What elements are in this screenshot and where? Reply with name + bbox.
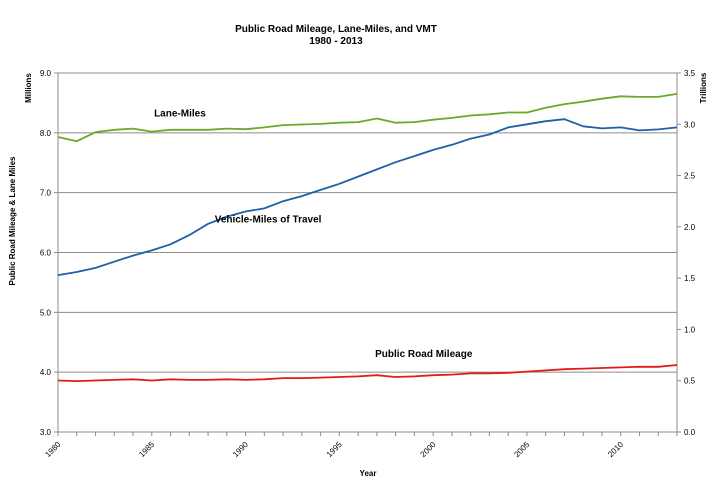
y-right-tick-label: 2.0 — [684, 223, 696, 232]
x-tick-label: 1990 — [231, 440, 250, 459]
series-lines — [57, 93, 678, 383]
x-tick-label: 1995 — [325, 440, 344, 459]
x-tick-label: 1985 — [137, 440, 156, 459]
y-right-tick-label: 0.0 — [684, 428, 696, 437]
y-right-tick-label: 2.5 — [684, 172, 696, 181]
x-tick-label: 1980 — [43, 440, 62, 459]
gridlines — [58, 132, 677, 373]
annotation-label: Vehicle-Miles of Travel — [215, 215, 322, 226]
chart-subtitle: 1980 - 2013 — [309, 36, 363, 47]
y-right-tick-label: 3.0 — [684, 120, 696, 129]
y-right-tick-label: 0.5 — [684, 377, 696, 386]
x-tick-label: 2010 — [606, 440, 625, 459]
annotation-label: Public Road Mileage — [375, 349, 473, 360]
chart-title: Public Road Mileage, Lane-Miles, and VMT — [235, 24, 437, 35]
y-right-tick-label: 1.5 — [684, 274, 696, 283]
y-left-tick-label: 7.0 — [40, 189, 52, 198]
annotation-label: Lane-Miles — [154, 109, 206, 120]
y-left-unit-label: Millions — [24, 73, 33, 103]
y-right-tick-label: 3.5 — [684, 69, 696, 78]
y-left-axis-label: Public Road Mileage & Lane Miles — [8, 156, 17, 285]
series-line-public-road-mileage — [57, 364, 678, 383]
y-left-tick-label: 8.0 — [40, 129, 52, 138]
y-left-tick-label: 5.0 — [40, 308, 52, 317]
y-right-tick-label: 1.0 — [684, 325, 696, 334]
series-line-vehicle-miles-of-travel — [57, 118, 678, 276]
x-tick-label: 2000 — [419, 440, 438, 459]
y-left-tick-label: 3.0 — [40, 428, 52, 437]
annotations: Lane-Miles Vehicle-Miles of Travel Public … — [154, 109, 473, 361]
series-line-lane-miles — [57, 93, 678, 143]
y-right-unit-label: Trillions — [699, 72, 708, 103]
y-left-tick-label: 9.0 — [40, 69, 52, 78]
x-tick-label: 2005 — [512, 440, 531, 459]
y-left-tick-label: 4.0 — [40, 368, 52, 377]
y-left-tick-label: 6.0 — [40, 249, 52, 258]
x-axis-label: Year — [360, 469, 377, 478]
